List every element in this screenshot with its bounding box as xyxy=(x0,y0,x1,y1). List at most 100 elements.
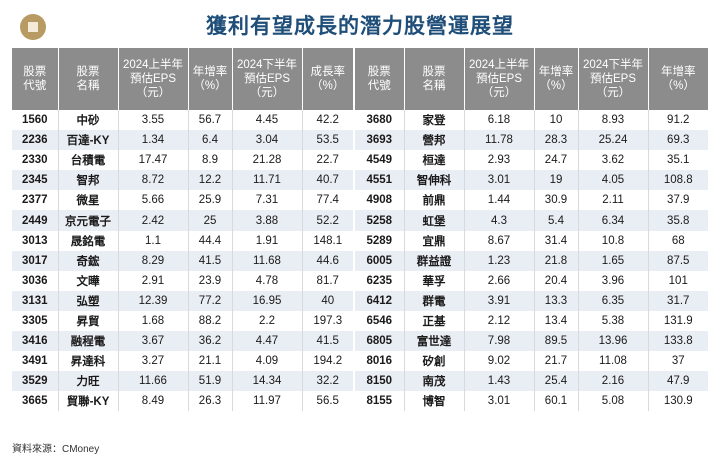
stock-code-cell: 3131 xyxy=(12,290,59,311)
table-cell: 108.8 xyxy=(648,170,708,191)
stock-name-cell: 力旺 xyxy=(58,371,119,392)
table-cell: 25.24 xyxy=(578,130,649,151)
table-cell: 4.05 xyxy=(578,170,649,191)
source-note: 資料來源：CMoney xyxy=(12,444,100,455)
table-cell: 19 xyxy=(534,170,579,191)
column-header-line: 2024下半年 xyxy=(236,59,298,71)
stock-code-cell: 4549 xyxy=(354,150,405,171)
table-cell: 25.9 xyxy=(188,190,233,211)
stock-name-cell: 南茂 xyxy=(404,371,465,392)
table-cell: 1.23 xyxy=(464,250,535,271)
table-cell: 130.9 xyxy=(648,391,708,412)
stock-name-cell: 文曄 xyxy=(58,270,119,291)
column-header-line: 2024上半年 xyxy=(468,59,530,71)
table-cell: 21.1 xyxy=(188,351,233,372)
stock-name-cell: 弘塑 xyxy=(58,290,119,311)
table-cell: 8.9 xyxy=(188,150,233,171)
stock-name-cell: 京元電子 xyxy=(58,210,119,231)
column-header: 2024上半年 預估EPS （元） xyxy=(464,48,535,110)
table-cell: 21.7 xyxy=(534,351,579,372)
column-header-line: 成長率 xyxy=(310,66,346,78)
table-cell: 4.45 xyxy=(232,110,303,131)
stock-code-cell: 3693 xyxy=(354,130,405,151)
table-cell: 3.67 xyxy=(118,331,189,352)
stock-code-cell: 3665 xyxy=(12,391,59,412)
table-cell: 51.9 xyxy=(188,371,233,392)
stock-name-cell: 微星 xyxy=(58,190,119,211)
table-row: 3416 融程電 3.67 36.2 4.47 41.5 6805 富世達 7.98 89.5 13… xyxy=(12,331,708,352)
table-cell: 11.68 xyxy=(232,250,303,271)
table-cell: 37 xyxy=(648,351,708,372)
table-cell: 2.93 xyxy=(464,150,535,171)
table-cell: 3.55 xyxy=(118,110,189,131)
table-cell: 36.2 xyxy=(188,331,233,352)
table-row: 3013 晟銘電 1.1 44.4 1.91 148.1 5289 宜鼎 8.67 31.4 10.… xyxy=(12,230,708,251)
table-cell: 2.2 xyxy=(232,310,303,332)
stock-code-cell: 8150 xyxy=(354,371,405,392)
stock-name-cell: 富世達 xyxy=(404,331,465,352)
table-cell: 3.62 xyxy=(578,150,649,171)
column-header-line: （%） xyxy=(661,80,695,92)
stock-code-cell: 5258 xyxy=(354,210,405,231)
column-header-line: 股票 xyxy=(76,66,100,78)
column-header: 股票 代號 xyxy=(354,48,405,110)
table-row: 3017 奇鋐 8.29 41.5 11.68 44.6 6005 群益證 1.23 21.8 1.… xyxy=(12,250,708,271)
table-row: 3305 昇貿 1.68 88.2 2.2 197.3 6546 正基 2.12 13.4 5.38… xyxy=(12,310,708,332)
table-row: 2330 台積電 17.47 8.9 21.28 22.7 4549 桓達 2.93 24.7 3.… xyxy=(12,150,708,171)
table-cell: 10 xyxy=(534,110,579,131)
table-cell: 10.8 xyxy=(578,230,649,251)
stock-name-cell: 昇達科 xyxy=(58,351,119,372)
table-cell: 2.42 xyxy=(118,210,189,231)
table-cell: 25 xyxy=(188,210,233,231)
column-header-line: 2024上半年 xyxy=(122,59,184,71)
table-cell: 91.2 xyxy=(648,110,708,131)
stock-code-cell: 2236 xyxy=(12,130,59,151)
table-cell: 23.9 xyxy=(188,270,233,291)
column-header-line: （元） xyxy=(595,87,631,99)
stock-name-cell: 奇鋐 xyxy=(58,250,119,271)
table-cell: 52.2 xyxy=(302,210,355,231)
stock-code-cell: 3416 xyxy=(12,331,59,352)
stock-code-cell: 3036 xyxy=(12,270,59,291)
title-bar: 獲利有望成長的潛力股營運展望 xyxy=(4,6,716,46)
table-cell: 11.97 xyxy=(232,391,303,412)
table-cell: 1.68 xyxy=(118,310,189,332)
column-header: 2024下半年 預估EPS （元） xyxy=(232,48,303,110)
table-cell: 5.4 xyxy=(534,210,579,231)
table-cell: 8.93 xyxy=(578,110,649,131)
stock-name-cell: 百達-KY xyxy=(58,130,119,151)
table-row: 3665 貿聯-KY 8.49 26.3 11.97 56.5 8155 博智 3.01 60.1… xyxy=(12,391,708,412)
column-header-line: 股票 xyxy=(367,66,391,78)
table-cell: 8.29 xyxy=(118,250,189,271)
table-cell: 197.3 xyxy=(302,310,355,332)
table-row: 2236 百達-KY 1.34 6.4 3.04 53.5 3693 營邦 11.78 28.3 2… xyxy=(12,130,708,151)
stock-name-cell: 宜鼎 xyxy=(404,230,465,251)
table-cell: 6.4 xyxy=(188,130,233,151)
table-row: 3491 昇達科 3.27 21.1 4.09 194.2 8016 矽創 9.02 21.7 11… xyxy=(12,351,708,372)
table-cell: 44.6 xyxy=(302,250,355,271)
table-cell: 53.5 xyxy=(302,130,355,151)
column-header: 年增率 （%） xyxy=(188,48,233,110)
table-cell: 35.8 xyxy=(648,210,708,231)
table-row: 3529 力旺 11.66 51.9 14.34 32.2 8150 南茂 1.43 25.4 2.… xyxy=(12,371,708,392)
column-header-line: （元） xyxy=(249,87,285,99)
stock-name-cell: 群益證 xyxy=(404,250,465,271)
column-header-line: 預估EPS xyxy=(129,73,176,85)
table-cell: 81.7 xyxy=(302,270,355,291)
table-row: 1560 中砂 3.55 56.7 4.45 42.2 3680 家登 6.18 10 8.93 91… xyxy=(12,110,708,131)
stock-code-cell: 2330 xyxy=(12,150,59,171)
table-cell: 69.3 xyxy=(648,130,708,151)
stock-name-cell: 虹堡 xyxy=(404,210,465,231)
table-cell: 2.91 xyxy=(118,270,189,291)
stock-name-cell: 正基 xyxy=(404,310,465,332)
column-header-line: 名稱 xyxy=(422,80,446,92)
table-cell: 14.34 xyxy=(232,371,303,392)
column-header-line: 預估EPS xyxy=(243,73,290,85)
stock-code-cell: 2449 xyxy=(12,210,59,231)
table-cell: 3.27 xyxy=(118,351,189,372)
table-cell: 40.7 xyxy=(302,170,355,191)
table-cell: 13.4 xyxy=(534,310,579,332)
table-cell: 2.11 xyxy=(578,190,649,211)
table-cell: 194.2 xyxy=(302,351,355,372)
